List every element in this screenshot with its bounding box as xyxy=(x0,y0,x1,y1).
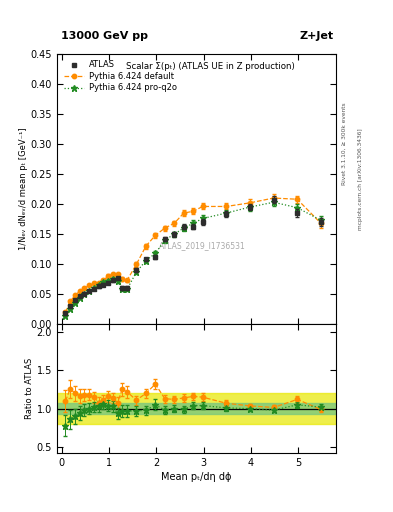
Text: Rivet 3.1.10, ≥ 300k events: Rivet 3.1.10, ≥ 300k events xyxy=(342,102,347,185)
Text: 13000 GeV pp: 13000 GeV pp xyxy=(61,31,148,41)
X-axis label: Mean pₜ/dη dϕ: Mean pₜ/dη dϕ xyxy=(161,472,232,482)
Text: Scalar Σ(pₜ) (ATLAS UE in Z production): Scalar Σ(pₜ) (ATLAS UE in Z production) xyxy=(126,62,295,71)
Text: Z+Jet: Z+Jet xyxy=(300,31,334,41)
Y-axis label: Ratio to ATLAS: Ratio to ATLAS xyxy=(25,358,34,419)
Legend: ATLAS, Pythia 6.424 default, Pythia 6.424 pro-q2o: ATLAS, Pythia 6.424 default, Pythia 6.42… xyxy=(61,58,179,95)
Text: mcplots.cern.ch [arXiv:1306.3436]: mcplots.cern.ch [arXiv:1306.3436] xyxy=(358,129,363,230)
Text: ATLAS_2019_I1736531: ATLAS_2019_I1736531 xyxy=(159,241,246,250)
Y-axis label: 1/Nₑᵥ dNₑᵥ/d mean pₜ [GeV⁻¹]: 1/Nₑᵥ dNₑᵥ/d mean pₜ [GeV⁻¹] xyxy=(19,127,28,250)
